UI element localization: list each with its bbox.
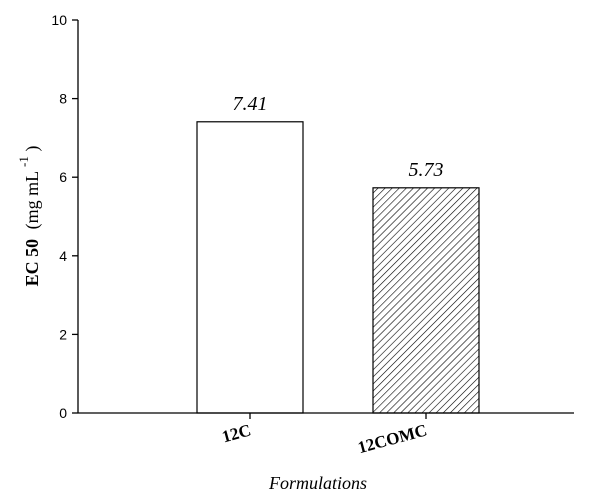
y-axis-label-bold: EC 50	[22, 239, 42, 287]
y-tick-label: 4	[59, 248, 67, 264]
y-axis-label-unit: (mg mL	[22, 172, 43, 230]
y-tick-label: 10	[51, 12, 67, 28]
y-axis-label: EC 50 (mg mL -1 )	[12, 146, 43, 287]
bar-12comc	[372, 187, 480, 414]
x-tick-label-12comc: 12COMC	[356, 421, 429, 458]
y-axis-ticks: 0 2 4 6 8 10	[51, 12, 78, 421]
y-tick-label: 8	[59, 91, 67, 107]
bar-12c	[196, 121, 304, 414]
y-axis-label-close: )	[22, 146, 43, 152]
y-tick-label: 0	[59, 405, 67, 421]
data-labels: 7.41 5.73	[233, 93, 444, 181]
data-label-12c: 7.41	[233, 93, 268, 115]
y-tick-label: 2	[59, 326, 67, 342]
y-tick-label: 6	[59, 169, 67, 185]
y-axis-label-exponent: -1	[16, 156, 31, 167]
bars	[196, 121, 480, 414]
x-tick-label-12c: 12C	[220, 421, 253, 447]
x-axis-label: Formulations	[268, 473, 367, 493]
x-axis-tick-labels: 12C 12COMC	[220, 413, 429, 457]
data-label-12comc: 5.73	[409, 159, 444, 181]
